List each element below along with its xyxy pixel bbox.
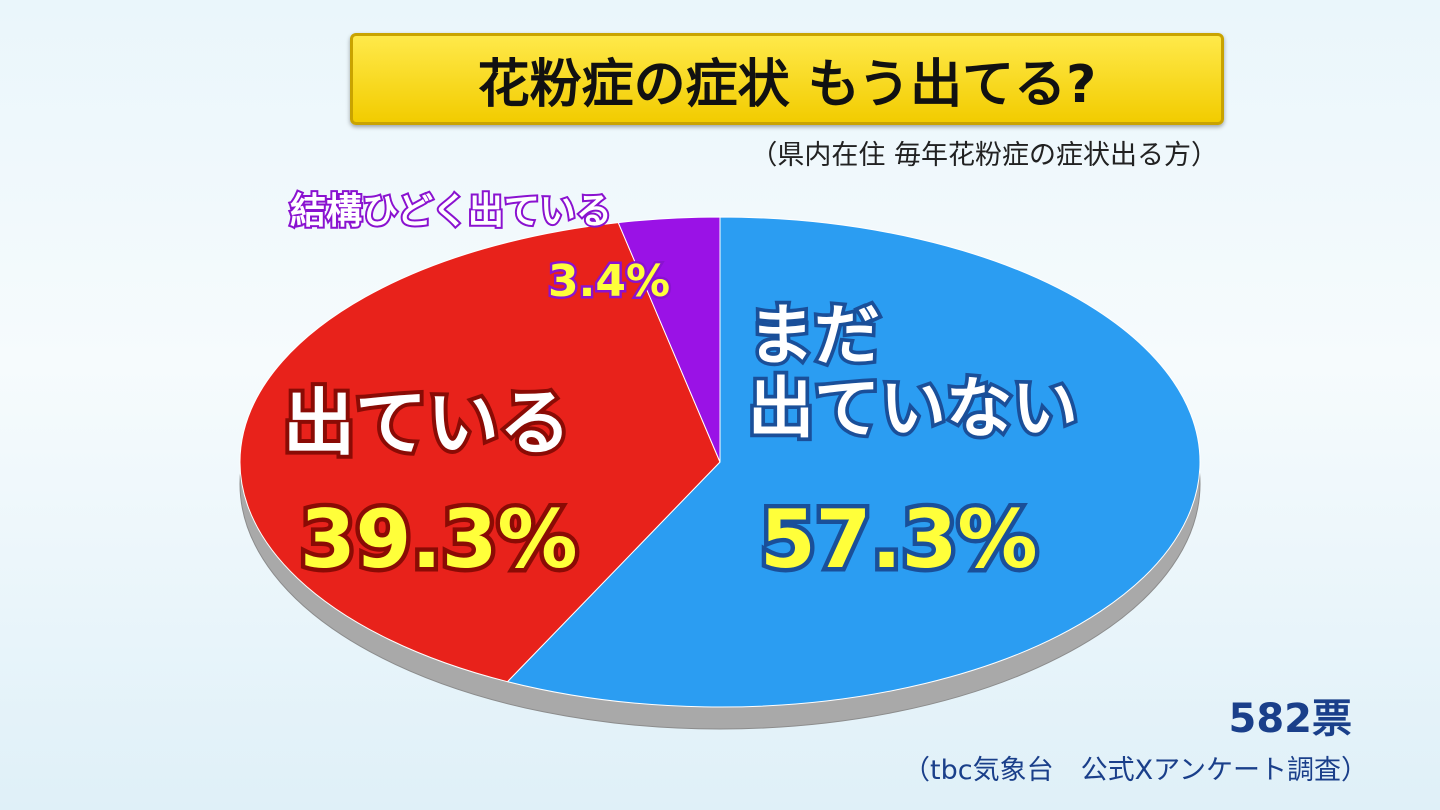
value-label: 3.4%	[546, 255, 673, 309]
source: （tbc気象台 公式Xアンケート調査）	[903, 755, 1368, 786]
value-label: 39.3%	[296, 491, 582, 588]
chart-subtitle: （県内在住 毎年花粉症の症状出る方）	[750, 140, 1218, 171]
pie-slice	[239, 222, 721, 683]
slice-label: まだ 出ていない	[744, 295, 1081, 448]
vote-count: 582票	[1228, 696, 1353, 742]
chart-title: 花粉症の症状 もう出てる?	[350, 33, 1224, 125]
slice-label: 結構ひどく出ている	[288, 190, 614, 233]
pie-slice	[617, 216, 721, 463]
pie-slice	[506, 216, 1201, 708]
slice-label: 出ている	[279, 379, 575, 466]
value-label: 57.3%	[756, 491, 1042, 588]
